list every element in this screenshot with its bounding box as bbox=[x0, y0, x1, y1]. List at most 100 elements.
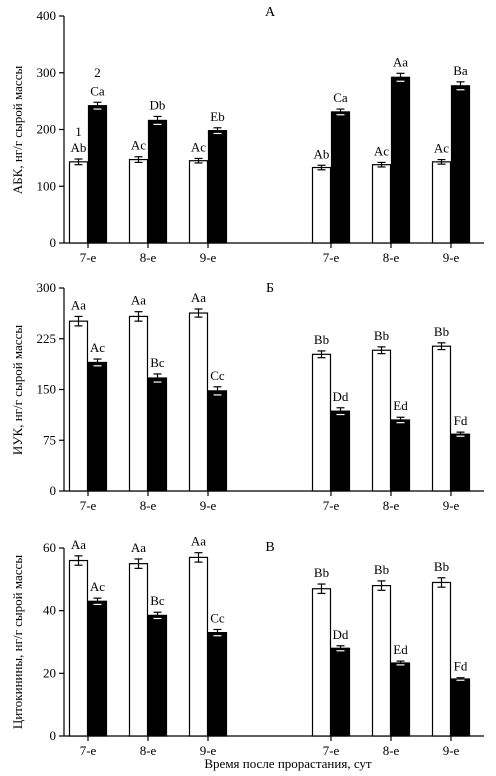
panel-1-data-label: Ac bbox=[374, 143, 389, 158]
panel-1-bar bbox=[87, 105, 108, 244]
panel-3-bar bbox=[87, 600, 108, 737]
panel-1: 0 100 200 300 400 АБК, нг/г сырой массы А 7-е Ab… bbox=[10, 5, 484, 265]
panel-1-bar bbox=[450, 85, 471, 244]
panel-1-data-label: Eb bbox=[210, 109, 224, 124]
panel-2-bar bbox=[311, 353, 332, 492]
panel-1-data-label: Ca bbox=[90, 83, 105, 98]
panel-3-bar bbox=[431, 581, 452, 737]
panel-2-x-tick-label: 9-е bbox=[200, 498, 217, 513]
panel-2-data-label: Bb bbox=[434, 324, 449, 339]
panel-2-data-label: Fd bbox=[454, 413, 468, 428]
panel-3-data-label: Dd bbox=[333, 627, 349, 642]
panel-1-x-tick-label: 8-е bbox=[383, 250, 400, 265]
panel-2-bar bbox=[371, 349, 392, 492]
panel-1-y-tick-label: 400 bbox=[37, 8, 57, 23]
panel-1-y-tick-label: 0 bbox=[50, 235, 57, 250]
panel-1-y-tick-label: 200 bbox=[37, 122, 57, 137]
panel-3-y-tick-label: 40 bbox=[43, 603, 56, 618]
panel-2-bar bbox=[330, 410, 351, 492]
panel-2-y-tick-label: 150 bbox=[37, 382, 57, 397]
panel-1-data-label: Ab bbox=[71, 140, 87, 155]
panel-2-x-tick-label: 8-е bbox=[383, 498, 400, 513]
panel-3-y-axis-label: Цитокинины, нг/г сырой массы bbox=[10, 555, 25, 729]
panel-2-title: Б bbox=[266, 281, 274, 296]
panel-1-data-label: Ab bbox=[314, 146, 330, 161]
panel-1-bar bbox=[431, 161, 452, 244]
panel-3-bar bbox=[311, 588, 332, 737]
x-axis-label: Время после прорастания, сут bbox=[204, 756, 372, 771]
panel-1-data-label: Ac bbox=[191, 139, 206, 154]
panel-2-y-tick-label: 225 bbox=[37, 331, 57, 346]
panel-2-x-tick-label: 7-е bbox=[323, 498, 340, 513]
panel-1-bar bbox=[390, 76, 411, 244]
panel-3: 0 20 40 60 Цитокинины, нг/г сырой массы В 7-е A… bbox=[10, 534, 484, 758]
panel-2-y-tick-label: 0 bbox=[50, 483, 57, 498]
panel-1-bar bbox=[147, 119, 168, 244]
panel-2-y-tick-label: 300 bbox=[37, 280, 57, 295]
panel-1-data-label: Ac bbox=[434, 141, 449, 156]
panel-3-y-tick-label: 0 bbox=[50, 728, 57, 743]
panel-3-bar bbox=[68, 559, 89, 737]
panel-2-data-label: Ed bbox=[393, 398, 408, 413]
panel-2-data-label: Bb bbox=[314, 332, 329, 347]
panel-2-x-tick-label: 9-е bbox=[443, 498, 460, 513]
panel-2-data-label: Dd bbox=[333, 389, 349, 404]
panel-1-x-tick-label: 7-е bbox=[323, 250, 340, 265]
panel-1-bar bbox=[207, 130, 228, 244]
panel-1-y-tick-label: 100 bbox=[37, 178, 57, 193]
panel-3-x-tick-label: 7-е bbox=[80, 743, 97, 758]
panel-3-data-label: Ed bbox=[393, 642, 408, 657]
panel-3-data-label: Bb bbox=[374, 562, 389, 577]
panel-1-legend-2: 2 bbox=[94, 65, 101, 80]
panel-3-data-label: Aa bbox=[71, 537, 86, 552]
panel-2: 0 75 150 225 300 ИУК, нг/г сырой массы Б 7-е Aa A… bbox=[10, 280, 484, 513]
panel-1-bar bbox=[371, 164, 392, 244]
panel-3-bar bbox=[128, 563, 149, 737]
panel-1-x-tick-label: 8-е bbox=[140, 250, 157, 265]
panel-3-bar bbox=[330, 647, 351, 737]
panel-3-x-tick-label: 9-е bbox=[443, 743, 460, 758]
panel-1-bar bbox=[68, 161, 89, 244]
panel-2-data-label: Bb bbox=[374, 328, 389, 343]
panel-2-bar bbox=[68, 320, 89, 492]
panel-3-bar bbox=[371, 584, 392, 737]
panel-3-data-label: Fd bbox=[454, 659, 468, 674]
panel-3-x-tick-label: 7-е bbox=[323, 743, 340, 758]
panel-3-data-label: Cc bbox=[210, 610, 225, 625]
panel-2-bar bbox=[450, 433, 471, 492]
panel-2-bar bbox=[87, 361, 108, 492]
panel-2-bar bbox=[188, 312, 209, 492]
panel-1-data-label: Aa bbox=[393, 54, 408, 69]
panel-1-y-tick-label: 300 bbox=[37, 65, 57, 80]
panel-1-data-label: Ac bbox=[131, 138, 146, 153]
panel-1-bar bbox=[128, 158, 149, 244]
panel-3-data-label: Ac bbox=[90, 579, 105, 594]
panel-2-bar bbox=[128, 315, 149, 492]
panel-3-x-tick-label: 8-е bbox=[383, 743, 400, 758]
panel-3-bar bbox=[207, 631, 228, 737]
panel-2-x-tick-label: 7-е bbox=[80, 498, 97, 513]
panel-3-data-label: Bb bbox=[434, 559, 449, 574]
panel-3-bar bbox=[147, 614, 168, 737]
panel-1-title: А bbox=[265, 5, 276, 20]
panel-1-data-label: Ca bbox=[333, 90, 348, 105]
panel-3-y-tick-label: 20 bbox=[43, 665, 56, 680]
panel-3-bar bbox=[390, 662, 411, 737]
panel-2-data-label: Aa bbox=[131, 293, 146, 308]
panel-1-x-tick-label: 9-е bbox=[200, 250, 217, 265]
panel-2-data-label: Cc bbox=[210, 368, 225, 383]
panel-3-y-tick-label: 60 bbox=[43, 540, 56, 555]
panel-2-data-label: Ac bbox=[90, 340, 105, 355]
panel-1-y-axis-label: АБК, нг/г сырой массы bbox=[10, 66, 25, 195]
panel-3-data-label: Aa bbox=[131, 540, 146, 555]
panel-2-y-axis-label: ИУК, нг/г сырой массы bbox=[10, 325, 25, 455]
panel-1-bar bbox=[188, 160, 209, 244]
panel-2-x-tick-label: 8-е bbox=[140, 498, 157, 513]
panel-2-data-label: Bc bbox=[150, 355, 165, 370]
panel-3-x-tick-label: 9-е bbox=[200, 743, 217, 758]
panel-2-y-tick-label: 75 bbox=[43, 432, 56, 447]
panel-2-bar bbox=[207, 390, 228, 492]
panel-2-bar bbox=[431, 345, 452, 492]
panel-1-legend-1: 1 bbox=[75, 124, 82, 139]
